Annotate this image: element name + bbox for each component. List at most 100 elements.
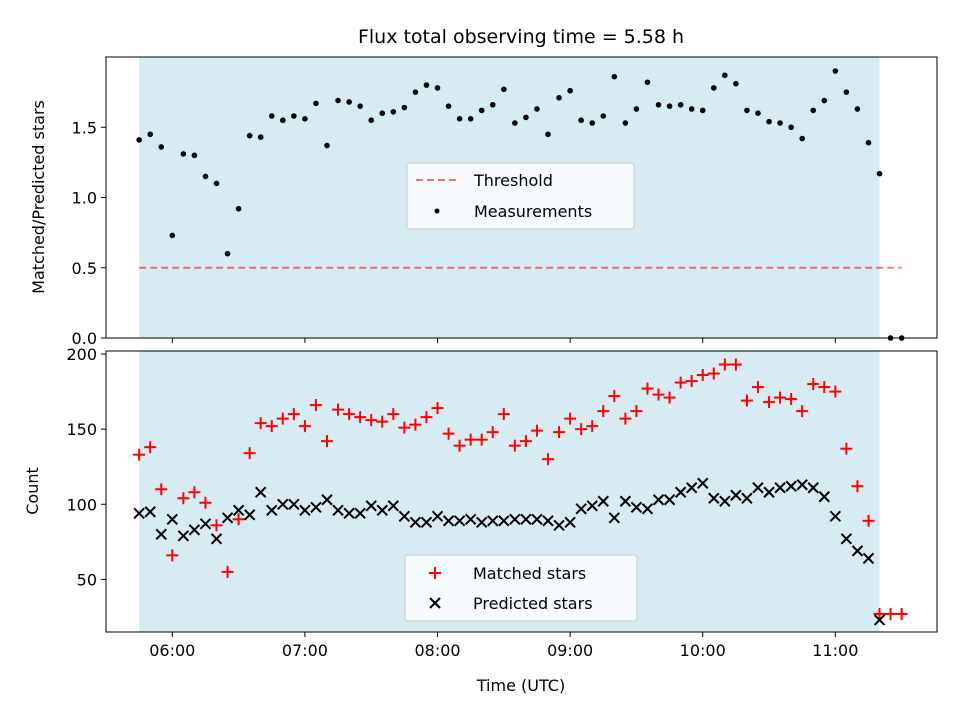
matched-star-point bbox=[210, 519, 223, 532]
matched-star-point bbox=[884, 607, 897, 620]
x-tick-label: 09:00 bbox=[547, 641, 593, 660]
predicted-star-point bbox=[453, 515, 466, 527]
matched-star-point bbox=[398, 421, 411, 434]
matched-star-point bbox=[530, 424, 543, 437]
measurement-point bbox=[346, 99, 352, 105]
y-tick-label: 0.0 bbox=[72, 329, 97, 348]
predicted-star-point bbox=[652, 494, 665, 506]
matched-star-point bbox=[321, 435, 334, 448]
measurement-point bbox=[655, 101, 662, 108]
measurement-point bbox=[622, 120, 629, 126]
matched-star-point bbox=[597, 405, 610, 418]
predicted-star-point bbox=[199, 518, 212, 530]
matched-legend-label: Matched stars bbox=[473, 564, 586, 583]
predicted-star-point bbox=[575, 503, 587, 515]
predicted-star-point bbox=[277, 498, 289, 510]
matched-star-point bbox=[387, 408, 400, 421]
matched-star-point bbox=[807, 378, 820, 391]
measurement-point bbox=[854, 106, 861, 112]
matched-star-point bbox=[431, 402, 444, 415]
measurement-point bbox=[302, 116, 308, 122]
measurement-point bbox=[324, 142, 330, 149]
predicted-star-point bbox=[597, 495, 609, 507]
measurements-legend-label: Measurements bbox=[474, 202, 592, 221]
matched-star-point bbox=[453, 439, 466, 452]
predicted-star-point bbox=[708, 492, 720, 504]
matched-star-point bbox=[508, 439, 521, 452]
measurement-point bbox=[224, 250, 231, 257]
measurement-point bbox=[578, 117, 584, 124]
measurement-point bbox=[688, 106, 695, 112]
predicted-star-point bbox=[221, 512, 234, 524]
matched-star-point bbox=[873, 607, 886, 620]
matched-star-point bbox=[862, 514, 875, 527]
matched-star-point bbox=[332, 403, 345, 416]
matched-star-point bbox=[774, 391, 787, 404]
matched-star-point bbox=[254, 417, 267, 430]
predicted-star-point bbox=[476, 516, 488, 529]
measurement-point bbox=[843, 89, 850, 95]
measurement-point bbox=[799, 135, 805, 142]
measurement-point bbox=[357, 103, 363, 109]
predicted-star-point bbox=[188, 524, 201, 536]
predicted-star-point bbox=[796, 479, 808, 491]
matched-star-point bbox=[276, 412, 289, 425]
matched-star-point bbox=[785, 393, 798, 406]
measurement-point bbox=[512, 120, 518, 126]
matched-star-point bbox=[619, 412, 632, 425]
measurement-point bbox=[865, 139, 872, 146]
measurement-point bbox=[280, 117, 286, 124]
measurement-point bbox=[423, 82, 430, 88]
measurement-point bbox=[158, 144, 165, 150]
predicted-star-point bbox=[177, 530, 190, 542]
predicted-star-point bbox=[719, 495, 731, 507]
matched-star-point bbox=[354, 411, 367, 424]
ratio-series bbox=[136, 68, 905, 341]
matched-legend-swatch bbox=[429, 567, 441, 579]
y-tick-label: 1.5 bbox=[72, 118, 97, 137]
matched-star-point bbox=[575, 423, 588, 436]
matched-star-point bbox=[199, 496, 212, 509]
predicted-star-point bbox=[697, 477, 709, 489]
measurement-point bbox=[434, 85, 441, 91]
predicted-legend-swatch bbox=[429, 597, 441, 609]
count-y-axis-label: Count bbox=[23, 467, 42, 515]
predicted-star-point bbox=[299, 504, 311, 516]
matched-star-point bbox=[166, 549, 179, 562]
matched-star-point bbox=[442, 427, 455, 440]
predicted-star-point bbox=[752, 482, 764, 494]
measurement-point bbox=[180, 151, 187, 157]
matched-star-point bbox=[685, 375, 698, 388]
measurement-point bbox=[478, 107, 485, 114]
measurement-point bbox=[390, 108, 397, 115]
measurement-point bbox=[666, 103, 673, 109]
predicted-star-point bbox=[365, 500, 377, 512]
predicted-star-point bbox=[531, 513, 543, 526]
measurement-point bbox=[777, 120, 783, 126]
matched-star-point bbox=[243, 447, 256, 460]
predicted-star-point bbox=[398, 510, 411, 523]
threshold-legend-label: Threshold bbox=[473, 171, 553, 190]
matched-star-point bbox=[564, 412, 577, 425]
matched-star-point bbox=[718, 358, 731, 371]
measurement-point bbox=[556, 94, 562, 101]
predicted-star-point bbox=[663, 494, 676, 506]
measurement-point bbox=[169, 232, 176, 239]
chart-title: Flux total observing time = 5.58 h bbox=[358, 26, 684, 48]
predicted-star-point bbox=[376, 504, 388, 516]
ratio-legend: Threshold Measurements bbox=[406, 162, 635, 230]
measurement-point bbox=[710, 85, 717, 91]
matched-star-point bbox=[542, 453, 555, 466]
predicted-star-point bbox=[464, 513, 477, 526]
matched-star-point bbox=[475, 433, 488, 446]
predicted-star-point bbox=[774, 482, 786, 494]
predicted-star-point bbox=[851, 545, 864, 557]
measurement-point bbox=[832, 68, 839, 74]
matched-star-point bbox=[652, 388, 665, 401]
predicted-star-point bbox=[255, 486, 267, 498]
predicted-star-point bbox=[321, 494, 333, 506]
y-tick-label: 100 bbox=[66, 495, 97, 514]
measurement-point bbox=[268, 113, 275, 119]
x-tick-label: 10:00 bbox=[680, 641, 726, 660]
matched-star-point bbox=[221, 565, 234, 578]
